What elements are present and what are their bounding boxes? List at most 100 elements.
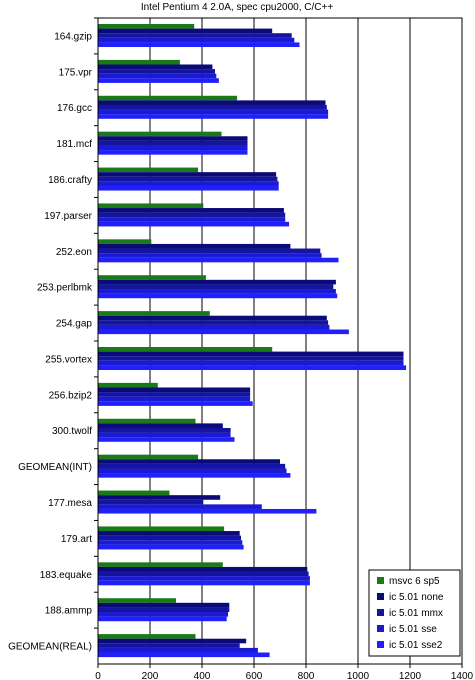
category-label: 188.ammp — [45, 606, 93, 617]
bar — [98, 150, 248, 155]
bar — [98, 396, 251, 402]
bar — [98, 562, 223, 567]
bar — [98, 652, 270, 658]
bar — [98, 320, 329, 325]
bar — [98, 176, 278, 182]
bar — [98, 37, 295, 43]
bar — [98, 73, 217, 79]
x-tick-label: 1200 — [399, 671, 422, 680]
bar — [98, 208, 284, 213]
bar — [98, 78, 219, 83]
bar — [98, 576, 310, 581]
bar — [98, 490, 170, 496]
bar — [98, 69, 215, 74]
bar — [98, 243, 291, 249]
x-tick-label: 800 — [298, 671, 315, 680]
bar — [98, 612, 228, 617]
category-labels: 164.gzip 175.vpr 176.gcc 181.mcf 186.crafty 1… — [8, 17, 98, 653]
bar — [98, 423, 223, 428]
category-label: 177.mesa — [48, 498, 92, 509]
bar — [98, 145, 248, 151]
bar — [98, 239, 152, 244]
bar — [98, 217, 286, 222]
x-tick-label: 200 — [142, 671, 159, 680]
bar — [98, 329, 349, 335]
bar — [98, 289, 336, 294]
bar — [98, 427, 231, 433]
bar — [98, 167, 199, 173]
bar — [98, 109, 329, 115]
legend-label: ic 5.01 mmx — [389, 608, 443, 619]
bar — [98, 392, 251, 397]
x-tick-label: 400 — [194, 671, 211, 680]
bar — [98, 181, 279, 186]
bar — [98, 454, 199, 460]
category-label: 181.mcf — [56, 139, 92, 150]
bar — [98, 401, 253, 406]
bar — [98, 473, 291, 478]
bar — [98, 647, 258, 653]
bar — [98, 634, 196, 639]
bar — [98, 100, 326, 105]
bar — [98, 284, 334, 290]
bar — [98, 580, 310, 586]
legend-swatch — [377, 641, 384, 648]
category-label: 197.parser — [44, 211, 92, 222]
bar — [98, 463, 286, 469]
bar — [98, 114, 329, 119]
bar — [98, 172, 277, 177]
category-label: 300.twolf — [52, 426, 92, 437]
bar — [98, 221, 290, 227]
bar — [98, 131, 222, 137]
category-label: 179.art — [61, 534, 92, 545]
bar — [98, 140, 248, 146]
category-label: 175.vpr — [59, 67, 93, 78]
category-label: 254.gap — [56, 319, 93, 330]
bar — [98, 566, 308, 572]
category-label: 164.gzip — [54, 31, 92, 42]
bar — [98, 598, 176, 603]
legend-swatch — [377, 609, 384, 616]
legend-label: ic 5.01 none — [389, 592, 444, 603]
x-tick-label: 600 — [246, 671, 263, 680]
legend-swatch — [377, 593, 384, 600]
x-tick-label: 1400 — [451, 671, 474, 680]
bar — [98, 351, 404, 357]
bar — [98, 311, 210, 316]
x-tick-label: 1000 — [347, 671, 370, 680]
bar — [98, 602, 230, 608]
legend-label: ic 5.01 sse2 — [389, 640, 443, 651]
category-label: 176.gcc — [57, 103, 92, 114]
bar — [98, 212, 286, 218]
bar — [98, 356, 404, 361]
bar — [98, 382, 158, 388]
gridlines — [149, 18, 411, 664]
bar — [98, 504, 262, 509]
category-label: 186.crafty — [48, 175, 92, 186]
bar — [98, 495, 221, 500]
category-label: 255.vortex — [45, 354, 92, 365]
bar — [98, 279, 336, 285]
category-label: 256.bzip2 — [49, 390, 93, 401]
bar — [98, 185, 279, 191]
bar — [98, 257, 339, 263]
bar — [98, 253, 322, 258]
bar — [98, 293, 338, 299]
bar — [98, 59, 180, 65]
bar — [98, 365, 407, 370]
legend-label: msvc 6 sp5 — [389, 576, 440, 587]
bar — [98, 535, 241, 541]
bar — [98, 360, 404, 366]
x-tick-label: 0 — [95, 671, 101, 680]
category-label: 253.perlbmk — [37, 283, 93, 294]
bar — [98, 468, 287, 474]
bar — [98, 203, 204, 209]
bar — [98, 64, 213, 70]
category-label: 183.equake — [40, 570, 93, 581]
bar — [98, 324, 330, 330]
bar — [98, 499, 204, 505]
bar — [98, 616, 227, 622]
bar — [98, 544, 244, 550]
legend-box — [368, 569, 461, 657]
